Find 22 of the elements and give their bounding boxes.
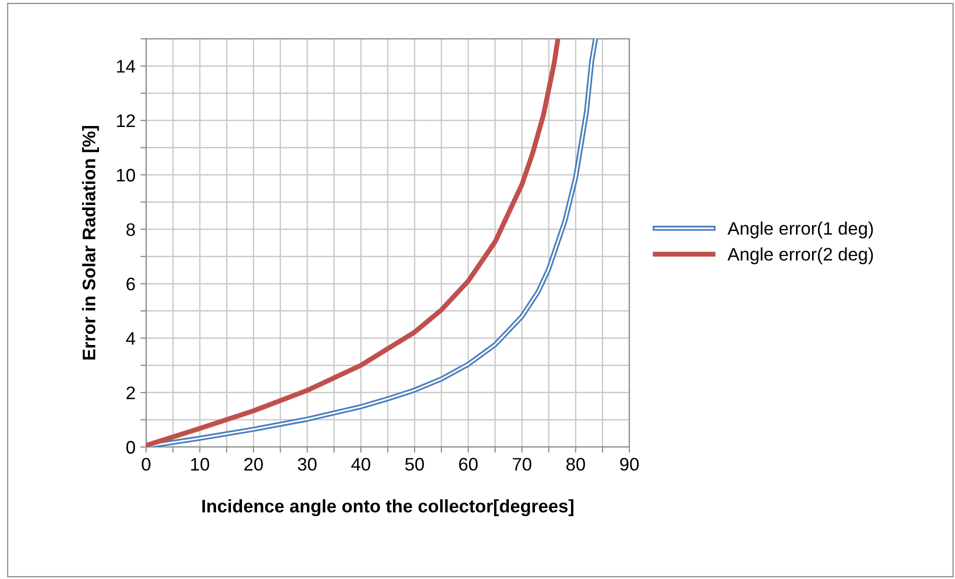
y-axis-title: Error in Solar Radiation [%]: [82, 126, 99, 360]
x-tick-label: 60: [459, 458, 478, 471]
x-tick-label: 90: [620, 458, 639, 471]
x-tick-label: 20: [244, 458, 263, 471]
x-tick-label: 50: [405, 458, 424, 471]
x-tick-label: 40: [351, 458, 370, 471]
y-tick-label: 0: [126, 440, 135, 454]
x-tick-label: 70: [512, 458, 532, 471]
legend-label: Angle error(2 deg): [728, 247, 873, 264]
x-tick-label: 80: [566, 458, 585, 471]
x-tick-label: 10: [191, 458, 210, 471]
y-tick-label: 10: [116, 168, 135, 182]
y-tick-label: 6: [126, 278, 135, 290]
x-tick-label: 0: [142, 458, 150, 471]
y-tick-label: 4: [126, 332, 136, 345]
x-tick-label: 30: [298, 458, 317, 471]
x-axis-title: Incidence angle onto the collector[degrees]: [202, 499, 574, 516]
y-tick-label: 12: [116, 114, 135, 127]
y-tick-label: 8: [126, 223, 135, 236]
y-tick-label: 2: [126, 386, 135, 400]
legend-label: Angle error(1 deg): [728, 222, 873, 238]
y-tick-label: 14: [116, 60, 136, 73]
